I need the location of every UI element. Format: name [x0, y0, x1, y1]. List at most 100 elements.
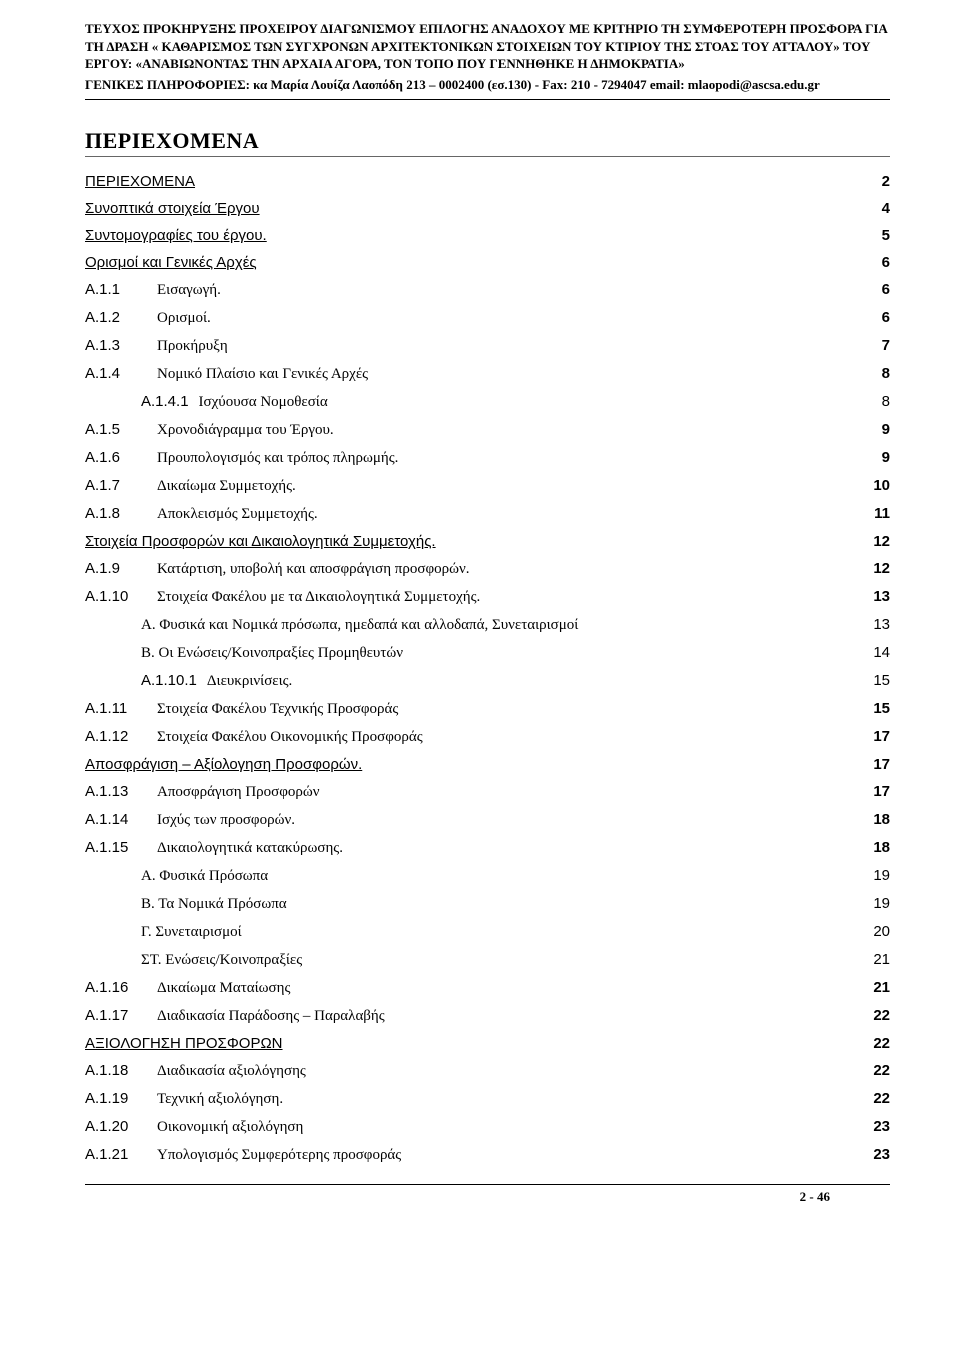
toc-label: Στοιχεία Προσφορών και Δικαιολογητικά Συ…	[85, 533, 850, 550]
toc-page-number: 22	[850, 1035, 890, 1052]
toc-section-number: A.1.4.1	[141, 393, 189, 410]
toc-label: ΣΤ. Ενώσεις/Κοινοπραξίες	[141, 952, 850, 969]
toc-page-number: 22	[850, 1062, 890, 1079]
toc-label: ΑΞΙΟΛΟΓΗΣΗ ΠΡΟΣΦΟΡΩΝ	[85, 1035, 850, 1052]
page-footer: 2 - 46	[85, 1184, 890, 1205]
toc-row: Α. Φυσικά και Νομικά πρόσωπα, ημεδαπά κα…	[85, 616, 890, 634]
toc-row: A.1.20Οικονομική αξιολόγηση23	[85, 1118, 890, 1136]
toc-page-number: 22	[850, 1090, 890, 1107]
toc-page-number: 8	[850, 393, 890, 410]
toc-label: Στοιχεία Φακέλου Οικονομικής Προσφοράς	[157, 729, 850, 746]
toc-label: Υπολογισμός Συμφερότερης προσφοράς	[157, 1147, 850, 1164]
toc-label: Δικαιολογητικά κατακύρωσης.	[157, 840, 850, 857]
toc-label: Προυπολογισμός και τρόπος πληρωμής.	[157, 450, 850, 467]
toc-row: A.1.16 Δικαίωμα Ματαίωσης21	[85, 979, 890, 997]
toc-section-number: A.1.14	[85, 811, 147, 828]
toc-row: Ορισμοί και Γενικές Αρχές6	[85, 254, 890, 271]
toc-row: A.1.9Κατάρτιση, υποβολή και αποσφράγιση …	[85, 560, 890, 578]
toc-row: Στοιχεία Προσφορών και Δικαιολογητικά Συ…	[85, 533, 890, 550]
toc-section-number: A.1.3	[85, 337, 147, 354]
toc-page-number: 9	[850, 421, 890, 438]
toc-label: Συντομογραφίες του έργου.	[85, 227, 850, 244]
toc-section-number: A.1.20	[85, 1118, 147, 1135]
toc-page-number: 17	[850, 756, 890, 773]
toc-label: Δικαίωμα Συμμετοχής.	[157, 478, 850, 495]
toc-section-number: A.1.8	[85, 505, 147, 522]
toc-page-number: 4	[850, 200, 890, 217]
toc-row: A.1.6 Προυπολογισμός και τρόπος πληρωμής.…	[85, 449, 890, 467]
toc-section-number: A.1.12	[85, 728, 147, 745]
toc-label: ΠΕΡΙΕΧΟΜΕΝΑ	[85, 173, 850, 190]
toc-page-number: 20	[850, 923, 890, 940]
toc-page-number: 19	[850, 867, 890, 884]
toc-page-number: 15	[850, 672, 890, 689]
toc-row: ΠΕΡΙΕΧΟΜΕΝΑ2	[85, 173, 890, 190]
toc-label: Β. Τα Νομικά Πρόσωπα	[141, 896, 850, 913]
toc-label: Στοιχεία Φακέλου με τα Δικαιολογητικά Συ…	[157, 589, 850, 606]
toc-row: A.1.14Ισχύς των προσφορών.18	[85, 811, 890, 829]
toc-page-number: 14	[850, 644, 890, 661]
toc-row: A.1.7 Δικαίωμα Συμμετοχής.10	[85, 477, 890, 495]
toc-section-number: A.1.21	[85, 1146, 147, 1163]
toc-label: Γ. Συνεταιρισμοί	[141, 924, 850, 941]
toc-label: Προκήρυξη	[157, 338, 850, 355]
page-title: ΠΕΡΙΕΧΟΜΕΝΑ	[85, 128, 890, 157]
toc-label: Εισαγωγή.	[157, 282, 850, 299]
toc-label: Αποσφράγιση Προσφορών	[157, 784, 850, 801]
header-contact: ΓΕΝΙΚΕΣ ΠΛΗΡΟΦΟΡΙΕΣ: κα Μαρία Λουίζα Λαο…	[85, 77, 890, 100]
toc-section-number: A.1.15	[85, 839, 147, 856]
toc-page-number: 7	[850, 337, 890, 354]
toc-row: A.1.17Διαδικασία Παράδοσης – Παραλαβής22	[85, 1007, 890, 1025]
toc-label: Διευκρινίσεις.	[207, 673, 850, 690]
toc-page-number: 22	[850, 1007, 890, 1024]
toc-section-number: A.1.18	[85, 1062, 147, 1079]
toc-section-number: A.1.6	[85, 449, 147, 466]
toc-page-number: 10	[850, 477, 890, 494]
toc-page-number: 18	[850, 811, 890, 828]
toc-section-number: A.1.5	[85, 421, 147, 438]
toc-label: Τεχνική αξιολόγηση.	[157, 1091, 850, 1108]
toc-row: Συντομογραφίες του έργου.5	[85, 227, 890, 244]
toc-label: Νομικό Πλαίσιο και Γενικές Αρχές	[157, 366, 850, 383]
toc-label: Αποσφράγιση – Αξίολογηση Προσφορών.	[85, 756, 850, 773]
toc-label: Δικαίωμα Ματαίωσης	[157, 980, 850, 997]
toc-row: Συνοπτικά στοιχεία Έργου4	[85, 200, 890, 217]
toc-row: A.1.18 Διαδικασία αξιολόγησης22	[85, 1062, 890, 1080]
toc-row: ΣΤ. Ενώσεις/Κοινοπραξίες21	[85, 951, 890, 969]
toc-row: A.1.4.1 Ισχύουσα Νομοθεσία8	[85, 393, 890, 411]
header-title: ΤΕΥΧΟΣ ΠΡΟΚΗΡΥΞΗΣ ΠΡΟΧΕΙΡΟΥ ΔΙΑΓΩΝΙΣΜΟΥ …	[85, 20, 890, 73]
toc-row: ΑΞΙΟΛΟΓΗΣΗ ΠΡΟΣΦΟΡΩΝ22	[85, 1035, 890, 1052]
toc-page-number: 19	[850, 895, 890, 912]
toc-label: Α. Φυσικά και Νομικά πρόσωπα, ημεδαπά κα…	[141, 617, 850, 634]
table-of-contents: ΠΕΡΙΕΧΟΜΕΝΑ2 Συνοπτικά στοιχεία Έργου4 Συν…	[85, 173, 890, 1164]
toc-section-number: A.1.10	[85, 588, 147, 605]
toc-page-number: 12	[850, 533, 890, 550]
toc-section-number: A.1.13	[85, 783, 147, 800]
toc-section-number: A.1.7	[85, 477, 147, 494]
toc-section-number: A.1.16	[85, 979, 147, 996]
toc-label: Ορισμοί.	[157, 310, 850, 327]
toc-section-number: A.1.17	[85, 1007, 147, 1024]
toc-label: Διαδικασία αξιολόγησης	[157, 1063, 850, 1080]
toc-row: A.1.15 Δικαιολογητικά κατακύρωσης.18	[85, 839, 890, 857]
toc-label: Ισχύουσα Νομοθεσία	[199, 394, 850, 411]
toc-row: Γ. Συνεταιρισμοί20	[85, 923, 890, 941]
toc-row: A.1.10.1Διευκρινίσεις.15	[85, 672, 890, 690]
toc-label: Αποκλεισμός Συμμετοχής.	[157, 506, 850, 523]
toc-row: A.1.21 Υπολογισμός Συμφερότερης προσφοράς…	[85, 1146, 890, 1164]
toc-section-number: A.1.4	[85, 365, 147, 382]
toc-row: A.1.19 Τεχνική αξιολόγηση.22	[85, 1090, 890, 1108]
toc-page-number: 2	[850, 173, 890, 190]
toc-row: A.1.2Ορισμοί.6	[85, 309, 890, 327]
toc-row: Β. Οι Ενώσεις/Κοινοπραξίες Προμηθευτών14	[85, 644, 890, 662]
toc-row: A.1.1Εισαγωγή.6	[85, 281, 890, 299]
toc-label: Χρονοδιάγραμμα του Έργου.	[157, 422, 850, 439]
toc-label: Στοιχεία Φακέλου Τεχνικής Προσφοράς	[157, 701, 850, 718]
toc-page-number: 8	[850, 365, 890, 382]
toc-page-number: 6	[850, 309, 890, 326]
toc-page-number: 18	[850, 839, 890, 856]
toc-row: A.1.5 Χρονοδιάγραμμα του Έργου.9	[85, 421, 890, 439]
toc-page-number: 13	[850, 616, 890, 633]
toc-page-number: 21	[850, 979, 890, 996]
toc-section-number: A.1.19	[85, 1090, 147, 1107]
